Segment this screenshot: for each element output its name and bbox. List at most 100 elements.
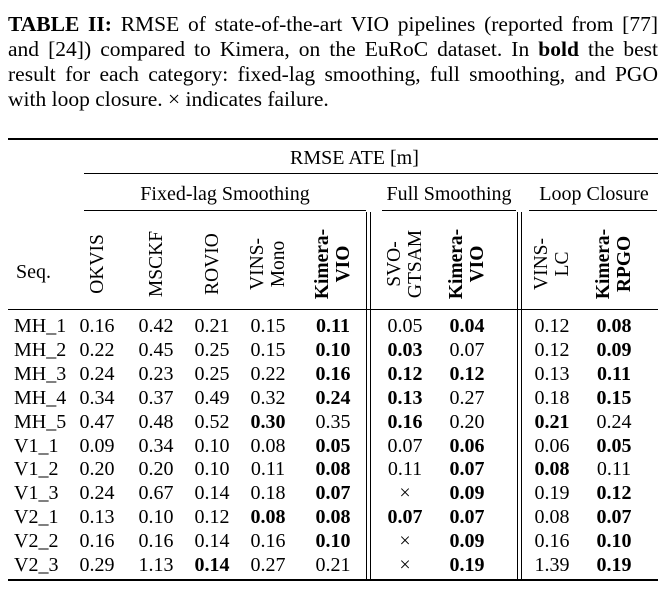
seq-cell: V2_1 (14, 506, 59, 529)
table-row: V1_2 0.20 0.20 0.10 0.11 0.08 0.11 0.07 0.08 0.11 (0, 457, 666, 481)
value-cell: 0.14 (194, 554, 230, 576)
seq-cell: MH_3 (14, 362, 67, 385)
value-cell: 0.11 (596, 458, 632, 481)
value-cell: 0.11 (387, 458, 423, 481)
seq-cell: MH_2 (14, 338, 67, 361)
column-header-2: MSCKF (146, 222, 167, 306)
header-bottom-rule (8, 309, 658, 310)
rmse-underline (84, 173, 658, 174)
value-cell: 0.08 (315, 458, 351, 481)
value-cell: 0.42 (138, 315, 174, 337)
caption-label: TABLE II: (8, 12, 112, 36)
value-cell: 0.23 (138, 362, 174, 385)
value-cell: 0.09 (596, 338, 632, 361)
value-cell: 0.47 (79, 410, 115, 433)
value-cell: 0.05 (387, 315, 423, 337)
column-header-4: VINS- Mono (247, 222, 289, 306)
column-header-line: VIO (467, 245, 488, 283)
group-loop-closure: Loop Closure (539, 183, 649, 205)
value-cell: 0.13 (79, 506, 115, 529)
column-header-line: Kimera- (446, 228, 467, 300)
value-cell: 0.18 (250, 482, 286, 505)
value-cell: 0.14 (194, 530, 230, 553)
seq-cell: V1_1 (14, 434, 59, 457)
value-cell: × (399, 530, 411, 553)
value-cell: 0.16 (387, 410, 423, 433)
value-cell: 0.32 (250, 386, 286, 409)
value-cell: 0.15 (250, 338, 286, 361)
value-cell: 0.10 (194, 434, 230, 457)
column-header-3: ROVIO (202, 222, 223, 306)
value-cell: 0.07 (387, 434, 423, 457)
value-cell: 0.10 (194, 458, 230, 481)
value-cell: 0.12 (387, 362, 423, 385)
value-cell: 0.12 (194, 506, 230, 529)
value-cell: 0.12 (534, 315, 570, 337)
column-header-line: MSCKF (145, 230, 167, 298)
table-row: MH_4 0.34 0.37 0.49 0.32 0.24 0.13 0.27 0.18 0.15 (0, 386, 666, 410)
value-cell: 0.21 (194, 315, 230, 337)
value-cell: 0.18 (534, 386, 570, 409)
value-cell: 0.15 (250, 315, 286, 337)
group-full-smoothing: Full Smoothing (386, 183, 512, 205)
value-cell: 0.05 (315, 434, 351, 457)
value-cell: 0.49 (194, 386, 230, 409)
value-cell: 0.07 (315, 482, 351, 505)
value-cell: 0.20 (449, 410, 485, 433)
top-rule (8, 138, 658, 140)
column-header-7: Kimera- VIO (446, 222, 488, 306)
value-cell: 0.16 (138, 530, 174, 553)
bottom-rule (8, 579, 658, 581)
value-cell: 0.34 (138, 434, 174, 457)
column-header-line: Mono (268, 240, 289, 288)
table-row: MH_5 0.47 0.48 0.52 0.30 0.35 0.16 0.20 0.21 0.24 (0, 410, 666, 434)
value-cell: 0.06 (449, 434, 485, 457)
value-cell: 0.11 (597, 362, 631, 385)
value-cell: 0.07 (449, 458, 485, 481)
table-row: V1_1 0.09 0.34 0.10 0.08 0.05 0.07 0.06 0.06 0.05 (0, 434, 666, 458)
separator-right-b (521, 212, 522, 579)
column-header-line: VINS- (531, 238, 552, 290)
value-cell: 0.35 (315, 410, 351, 433)
value-cell: 0.08 (315, 506, 351, 529)
column-header-line: Kimera- (593, 228, 614, 300)
value-cell: 0.16 (315, 362, 351, 385)
seq-cell: V2_2 (14, 530, 59, 553)
value-cell: 0.27 (449, 386, 485, 409)
value-cell: 0.19 (596, 554, 632, 576)
separator-left-b (370, 212, 371, 579)
seq-header: Seq. (16, 261, 51, 283)
column-header-line: SVO- (384, 241, 405, 287)
table-row: MH_1 0.16 0.42 0.21 0.15 0.11 0.05 0.04 0.12 0.08 (0, 314, 666, 338)
value-cell: 0.09 (79, 434, 115, 457)
value-cell: 0.21 (534, 410, 570, 433)
table-row: V2_3 0.29 1.13 0.14 0.27 0.21 × 0.19 1.39 0.19 (0, 553, 666, 577)
table-row: V2_2 0.16 0.16 0.14 0.16 0.10 × 0.09 0.16 0.10 (0, 529, 666, 553)
value-cell: 0.11 (250, 458, 286, 481)
value-cell: 0.07 (449, 338, 485, 361)
value-cell: 0.52 (194, 410, 230, 433)
value-cell: 0.25 (194, 362, 230, 385)
column-header-6: SVO- GTSAM (384, 222, 426, 306)
value-cell: 0.19 (449, 554, 485, 576)
value-cell: 0.08 (250, 506, 286, 529)
value-cell: 0.12 (596, 482, 632, 505)
value-cell: 0.08 (534, 458, 570, 481)
caption-bold-word: bold (538, 37, 579, 61)
value-cell: 0.10 (138, 506, 174, 529)
value-cell: 0.10 (315, 338, 351, 361)
value-cell: 0.30 (250, 410, 286, 433)
value-cell: 0.14 (194, 482, 230, 505)
table-row: V1_3 0.24 0.67 0.14 0.18 0.07 × 0.09 0.19 0.12 (0, 481, 666, 505)
value-cell: 0.04 (449, 315, 485, 337)
value-cell: 0.22 (250, 362, 286, 385)
seq-cell: V1_2 (14, 458, 59, 481)
value-cell: × (399, 482, 411, 505)
value-cell: 0.45 (138, 338, 174, 361)
value-cell: 0.24 (596, 410, 632, 433)
value-cell: 0.06 (534, 434, 570, 457)
table-row: MH_2 0.22 0.45 0.25 0.15 0.10 0.03 0.07 0.12 0.09 (0, 338, 666, 362)
column-header-5: Kimera- VIO (312, 222, 354, 306)
value-cell: × (399, 554, 411, 576)
separator-right-a (517, 212, 518, 579)
